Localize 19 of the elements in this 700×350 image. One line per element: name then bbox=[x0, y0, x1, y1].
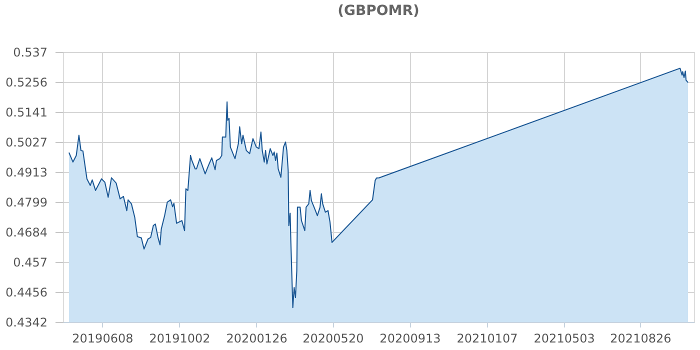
y-tick-label: 0.4913 bbox=[6, 166, 48, 180]
y-tick-label: 0.537 bbox=[13, 46, 48, 60]
y-tick-label: 0.4684 bbox=[6, 226, 48, 240]
y-tick-label: 0.5027 bbox=[6, 136, 48, 150]
x-tick-label: 20200126 bbox=[226, 332, 288, 346]
y-tick-label: 0.5141 bbox=[6, 106, 48, 120]
y-tick-label: 0.457 bbox=[13, 256, 48, 270]
x-tick-label: 20210826 bbox=[610, 332, 672, 346]
y-tick-label: 0.4456 bbox=[6, 286, 48, 300]
y-tick-label: 0.4342 bbox=[6, 316, 48, 330]
x-tick-label: 20210107 bbox=[456, 332, 518, 346]
x-tick-label: 20210503 bbox=[534, 332, 595, 346]
y-tick-label: 0.4799 bbox=[6, 195, 48, 210]
x-tick-label: 20200913 bbox=[380, 332, 441, 346]
chart-title: (GBPOMR) bbox=[338, 3, 420, 19]
x-tick-label: 20190608 bbox=[72, 332, 134, 346]
y-tick-label: 0.5256 bbox=[6, 75, 48, 90]
x-tick-label: 20200520 bbox=[302, 332, 364, 346]
x-tick-label: 20191002 bbox=[149, 332, 210, 346]
